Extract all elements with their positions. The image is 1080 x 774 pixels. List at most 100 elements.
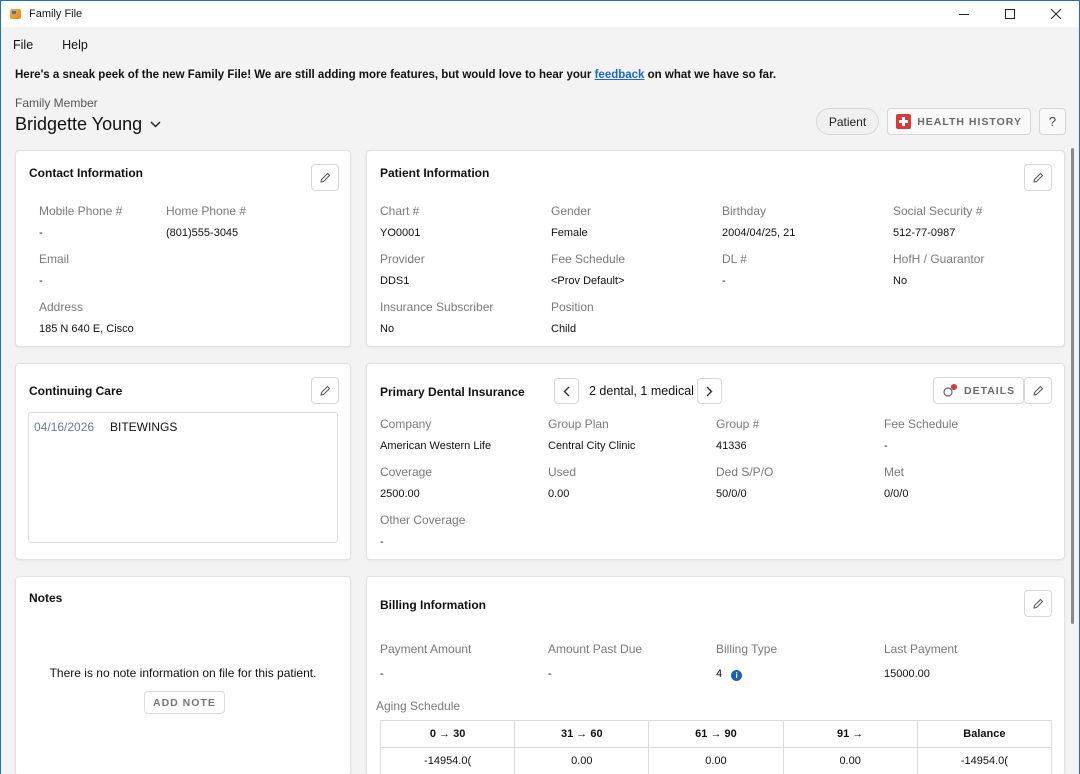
patient-field: Chart # YO0001 (380, 204, 421, 239)
aging-header: 91 → (782, 720, 918, 748)
aging-cell: 0.00 (648, 747, 784, 774)
chevron-down-icon (150, 121, 161, 128)
patient-field: Fee Schedule <Prov Default> (551, 252, 626, 287)
patient-card: Patient Information Chart # YO0001 Gender… (366, 150, 1065, 347)
add-note-button[interactable]: ADD NOTE (144, 691, 225, 714)
contact-card: Contact Information Mobile Phone # - Home… (15, 150, 351, 347)
aging-cell: -14954.0( (916, 747, 1053, 774)
details-label: DETAILS (964, 384, 1016, 397)
pencil-icon (320, 172, 331, 183)
insurance-field: Coverage 2500.00 (380, 465, 433, 500)
notes-empty-message: There is no note information on file for… (49, 666, 317, 680)
help-button[interactable]: ? (1039, 108, 1066, 135)
family-member-name: Bridgette Young (15, 114, 143, 134)
insurance-title: Primary Dental Insurance (380, 385, 525, 399)
patient-field: Gender Female (551, 204, 592, 239)
family-member-selector[interactable]: Bridgette Young (15, 114, 161, 135)
scrollbar[interactable] (1071, 148, 1074, 624)
aging-header: 0 → 30 (379, 720, 516, 748)
aging-cell: 0.00 (782, 747, 918, 774)
banner-text-end: on what we have so far. (644, 69, 777, 81)
billing-field: Payment Amount - (380, 642, 472, 680)
insurance-details-button[interactable]: DETAILS (933, 377, 1025, 404)
sneak-peek-banner: Here's a sneak peek of the new Family Fi… (15, 69, 776, 81)
patient-field: Position Child (551, 300, 594, 335)
billing-field: Amount Past Due - (548, 642, 643, 680)
close-icon (1051, 9, 1061, 19)
patient-button[interactable]: Patient (815, 108, 880, 135)
patient-field: DL # - (722, 252, 747, 287)
patient-field: Provider DDS1 (380, 252, 425, 287)
maximize-icon (1005, 9, 1015, 19)
info-icon[interactable]: i (731, 670, 743, 681)
minimize-button[interactable] (941, 1, 987, 27)
chevron-right-icon (706, 386, 713, 396)
maximize-button[interactable] (987, 1, 1033, 27)
close-button[interactable] (1033, 1, 1079, 27)
notes-card: Notes There is no note information on fi… (15, 576, 351, 774)
table-row: -14954.0( 0.00 0.00 0.00 -14954.0( (379, 747, 1053, 774)
continuing-care-list: 04/16/2026 BITEWINGS (28, 412, 338, 543)
continuing-care-edit-button[interactable] (311, 377, 339, 404)
health-history-label: HEALTH HISTORY (917, 115, 1022, 128)
billing-field: Last Payment 15000.00 (884, 642, 958, 680)
stethoscope-icon (943, 383, 957, 397)
insurance-field: Other Coverage - (380, 513, 466, 548)
minimize-icon (959, 14, 969, 15)
patient-field: Insurance Subscriber No (380, 300, 494, 335)
aging-schedule-table: 0 → 30 31 → 60 61 → 90 91 → Balance -149… (379, 720, 1053, 774)
billing-field: Billing Type 4 i (716, 642, 778, 681)
contact-field: Mobile Phone # - (39, 204, 123, 239)
medical-cross-icon (896, 114, 912, 129)
health-history-button[interactable]: HEALTH HISTORY (887, 108, 1031, 135)
contact-edit-button[interactable] (311, 164, 339, 191)
aging-header: 61 → 90 (648, 720, 784, 748)
aging-cell: -14954.0( (379, 747, 516, 774)
top-actions: Patient HEALTH HISTORY ? (815, 108, 1066, 135)
menu-file[interactable]: File (13, 38, 34, 52)
patient-field: Birthday 2004/04/25, 21 (722, 204, 796, 239)
pencil-icon (1033, 598, 1044, 609)
contact-title: Contact Information (29, 166, 143, 180)
insurance-field: Used 0.00 (548, 465, 577, 500)
aging-header: Balance (916, 720, 1053, 748)
recall-procedure: BITEWINGS (110, 420, 178, 434)
continuing-care-card: Continuing Care 04/16/2026 BITEWINGS (15, 363, 351, 560)
contact-field: Home Phone # (801)555-3045 (166, 204, 247, 239)
pencil-icon (320, 385, 331, 396)
next-insurance-button[interactable] (697, 378, 722, 404)
recall-date: 04/16/2026 (34, 420, 95, 434)
contact-field: Address 185 N 640 E, Cisco (39, 300, 134, 335)
aging-header: 31 → 60 (514, 720, 650, 748)
insurance-edit-button[interactable] (1024, 377, 1052, 404)
table-header-row: 0 → 30 31 → 60 61 → 90 91 → Balance (379, 720, 1053, 748)
family-member-label: Family Member (15, 96, 98, 110)
patient-field: HofH / Guarantor No (893, 252, 985, 287)
window-controls (941, 1, 1079, 27)
pencil-icon (1033, 385, 1044, 396)
menu-bar: File Help (1, 27, 1079, 63)
menu-help[interactable]: Help (62, 38, 88, 52)
banner-text: Here's a sneak peek of the new Family Fi… (15, 69, 595, 81)
patient-title: Patient Information (380, 166, 490, 180)
contact-field: Email - (39, 252, 70, 287)
billing-card: Billing Information Payment Amount - Amou… (366, 576, 1065, 774)
window-title: Family File (29, 8, 83, 20)
insurance-card: Primary Dental Insurance 2 dental, 1 med… (366, 363, 1065, 560)
pencil-icon (1033, 172, 1044, 183)
chevron-left-icon (563, 386, 570, 396)
insurance-field: Fee Schedule - (884, 417, 959, 452)
billing-edit-button[interactable] (1024, 590, 1052, 617)
title-bar: Family File (0, 0, 1080, 27)
patient-edit-button[interactable] (1024, 164, 1052, 191)
continuing-care-title: Continuing Care (29, 384, 123, 398)
insurance-field: Group Plan Central City Clinic (548, 417, 636, 452)
notes-title: Notes (29, 591, 63, 605)
billing-title: Billing Information (380, 598, 486, 612)
prev-insurance-button[interactable] (554, 378, 579, 404)
insurance-field: Met 0/0/0 (884, 465, 909, 500)
insurance-count: 2 dental, 1 medical (589, 384, 694, 398)
aging-cell: 0.00 (514, 747, 650, 774)
aging-schedule-label: Aging Schedule (376, 699, 461, 713)
feedback-link[interactable]: feedback (594, 69, 645, 81)
